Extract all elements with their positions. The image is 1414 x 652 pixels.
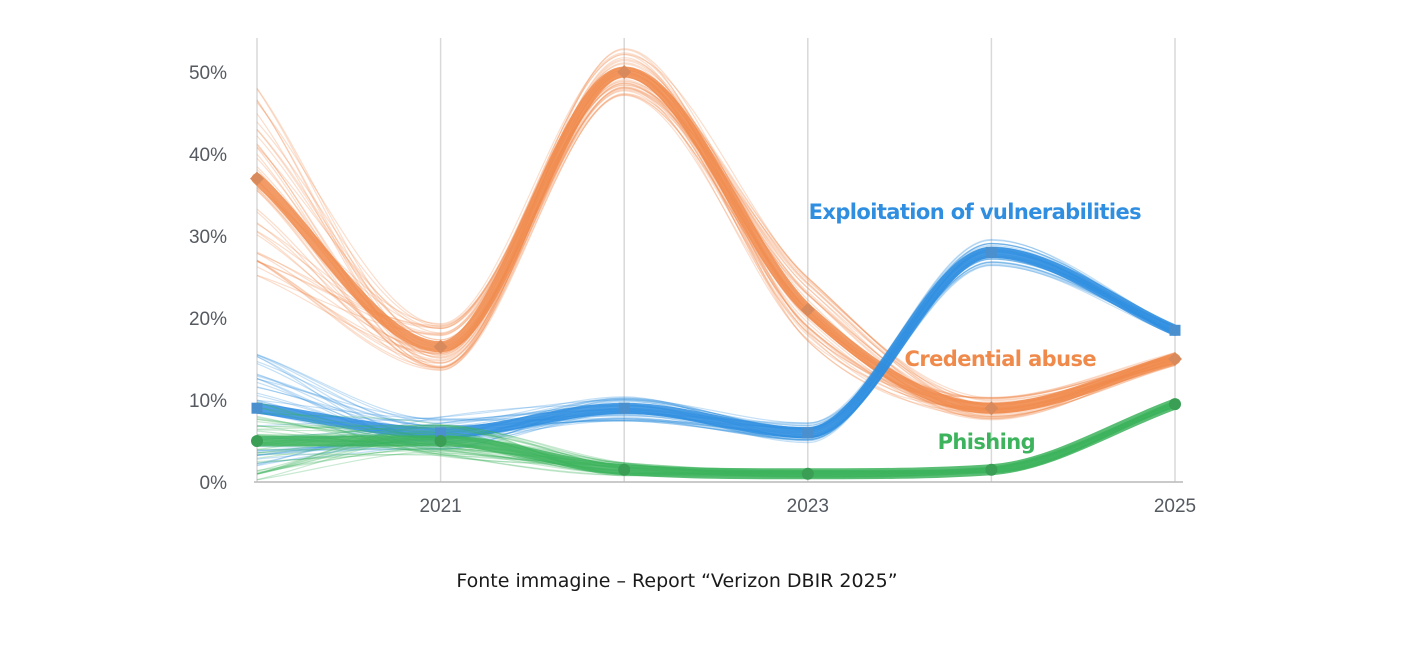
marker-phishing xyxy=(985,463,998,476)
series-phishing xyxy=(251,398,1181,481)
y-axis: 0% 10% 20% 30% 40% 50% xyxy=(189,63,227,494)
marker-credential-abuse xyxy=(984,401,999,416)
marker-phishing xyxy=(251,435,263,447)
label-exploitation-of-vulnerabilities: Exploitation of vulnerabilities xyxy=(809,200,1141,224)
grid-lines xyxy=(254,38,1183,483)
image-caption: Fonte immagine – Report “Verizon DBIR 20… xyxy=(456,570,898,592)
marker-phishing xyxy=(801,467,814,480)
simulation-line-credential-abuse xyxy=(256,87,1176,417)
marker-exploitation-of-vulnerabilities xyxy=(251,402,263,414)
simulation-line-credential-abuse xyxy=(256,82,1176,420)
x-tick-label: 2025 xyxy=(1154,496,1196,517)
simulation-line-exploitation-of-vulnerabilities xyxy=(256,242,1176,450)
label-phishing: Phishing xyxy=(938,430,1035,454)
x-axis: 2021 2023 2025 xyxy=(419,496,1196,517)
simulation-line-credential-abuse xyxy=(256,82,1176,420)
marker-exploitation-of-vulnerabilities xyxy=(435,427,447,439)
line-phishing xyxy=(251,398,1181,480)
marker-exploitation-of-vulnerabilities xyxy=(1169,324,1181,336)
marker-credential-abuse xyxy=(433,339,448,354)
y-tick-label: 50% xyxy=(189,63,227,84)
y-tick-label: 0% xyxy=(200,473,228,494)
simulation-line-credential-abuse xyxy=(256,53,1176,399)
y-tick-label: 10% xyxy=(189,391,227,412)
marker-phishing xyxy=(434,435,447,447)
series-lines xyxy=(251,48,1181,481)
marker-credential-abuse xyxy=(1168,352,1182,366)
series-labels: Credential abuse Exploitation of vulnerab… xyxy=(809,200,1142,454)
marker-exploitation-of-vulnerabilities xyxy=(985,246,997,258)
marker-credential-abuse xyxy=(800,302,815,317)
simulation-line-credential-abuse xyxy=(256,80,1176,399)
y-tick-label: 30% xyxy=(189,227,227,248)
marker-phishing xyxy=(1169,398,1181,411)
x-tick-label: 2023 xyxy=(787,496,829,517)
marker-credential-abuse xyxy=(617,65,632,79)
marker-credential-abuse xyxy=(250,171,264,186)
series-markers xyxy=(250,65,1182,480)
simulation-line-credential-abuse xyxy=(256,86,1176,421)
marker-exploitation-of-vulnerabilities xyxy=(618,402,630,414)
x-tick-label: 2021 xyxy=(419,496,461,517)
marker-exploitation-of-vulnerabilities xyxy=(802,427,814,439)
y-tick-label: 40% xyxy=(189,145,227,166)
line-exploitation-of-vulnerabilities xyxy=(251,246,1181,439)
marker-phishing xyxy=(618,463,631,476)
y-tick-label: 20% xyxy=(189,309,227,330)
simulation-line-exploitation-of-vulnerabilities xyxy=(256,261,1176,439)
label-credential-abuse: Credential abuse xyxy=(905,347,1097,371)
